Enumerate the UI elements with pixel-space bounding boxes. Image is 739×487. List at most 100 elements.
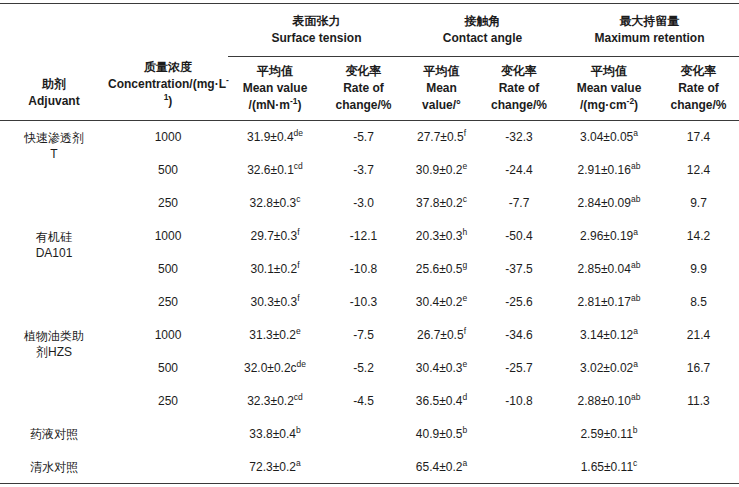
adjuvant-label-line: 药液对照 bbox=[0, 426, 108, 442]
adjuvant-label-line: DA101 bbox=[0, 245, 108, 261]
max-retention-mean-cell: 1.65±0.11c bbox=[560, 451, 658, 484]
table-row: 清水对照72.3±0.2a65.4±0.2a1.65±0.11c bbox=[0, 451, 739, 484]
significance-letter: ab bbox=[631, 392, 640, 402]
contact-angle-mean-cell: 30.4±0.3e bbox=[405, 352, 478, 385]
adjuvant-label-line: T bbox=[0, 146, 108, 162]
results-table: 助剂 Adjuvant 质量浓度 Concentration/(mg·L-1) … bbox=[0, 3, 739, 484]
header-mr-rate: 变化率 Rate of change/% bbox=[658, 57, 739, 121]
adjuvant-label-line: 有机硅 bbox=[0, 229, 108, 245]
surface-tension-rate-cell: -7.5 bbox=[322, 319, 405, 352]
surface-tension-rate-cell: -5.2 bbox=[322, 352, 405, 385]
contact-angle-rate-cell: -37.5 bbox=[478, 253, 560, 286]
significance-letter: f bbox=[297, 260, 299, 270]
contact-angle-rate-cell: -7.7 bbox=[478, 187, 560, 220]
header-contact-angle-cn: 接触角 bbox=[405, 13, 560, 30]
contact-angle-rate-cell: -34.6 bbox=[478, 319, 560, 352]
header-group-row: 助剂 Adjuvant 质量浓度 Concentration/(mg·L-1) … bbox=[0, 4, 739, 57]
significance-letter: a bbox=[296, 458, 301, 468]
contact-angle-mean-cell: 26.7±0.5f bbox=[405, 319, 478, 352]
max-retention-rate-cell: 11.3 bbox=[658, 385, 739, 418]
contact-angle-mean-cell: 30.4±0.2e bbox=[405, 286, 478, 319]
significance-letter: b bbox=[633, 425, 638, 435]
significance-letter: c bbox=[463, 194, 467, 204]
significance-letter: g bbox=[462, 260, 467, 270]
contact-angle-rate-cell bbox=[478, 418, 560, 451]
contact-angle-mean-cell: 20.3±0.3h bbox=[405, 220, 478, 253]
table-row: 植物油类助剂HZS100031.3±0.2e-7.526.7±0.5f-34.6… bbox=[0, 319, 739, 352]
surface-tension-mean-cell: 32.8±0.3c bbox=[228, 187, 322, 220]
significance-letter: ab bbox=[631, 194, 640, 204]
header-adjuvant-en: Adjuvant bbox=[0, 93, 108, 110]
max-retention-mean-cell: 3.02±0.02a bbox=[560, 352, 658, 385]
table-row: 25032.8±0.3c-3.037.8±0.2c-7.72.84±0.09ab… bbox=[0, 187, 739, 220]
header-ca-rate: 变化率 Rate of change/% bbox=[478, 57, 560, 121]
surface-tension-rate-cell: -3.0 bbox=[322, 187, 405, 220]
surface-tension-rate-cell: -4.5 bbox=[322, 385, 405, 418]
max-retention-rate-cell: 14.2 bbox=[658, 220, 739, 253]
contact-angle-rate-cell: -25.6 bbox=[478, 286, 560, 319]
significance-letter: a bbox=[633, 359, 638, 369]
surface-tension-mean-cell: 29.7±0.3f bbox=[228, 220, 322, 253]
contact-angle-mean-cell: 30.9±0.2e bbox=[405, 154, 478, 187]
header-concentration: 质量浓度 Concentration/(mg·L-1) bbox=[108, 4, 228, 121]
max-retention-mean-cell: 3.04±0.05a bbox=[560, 121, 658, 154]
significance-letter: a bbox=[633, 227, 638, 237]
surface-tension-mean-cell: 32.3±0.2cd bbox=[228, 385, 322, 418]
significance-letter: a bbox=[462, 458, 467, 468]
contact-angle-mean-cell: 37.8±0.2c bbox=[405, 187, 478, 220]
contact-angle-mean-cell: 27.7±0.5f bbox=[405, 121, 478, 154]
adjuvant-label-line: 清水对照 bbox=[0, 459, 108, 475]
header-surface-tension-en: Surface tension bbox=[228, 30, 405, 47]
table-row: 50032.0±0.2cde-5.230.4±0.3e-25.73.02±0.0… bbox=[0, 352, 739, 385]
significance-letter: de bbox=[297, 359, 306, 369]
concentration-cell bbox=[108, 451, 228, 484]
contact-angle-rate-cell: -50.4 bbox=[478, 220, 560, 253]
concentration-cell: 500 bbox=[108, 352, 228, 385]
adjuvant-label: 清水对照 bbox=[0, 451, 108, 484]
significance-letter: e bbox=[462, 161, 467, 171]
contact-angle-rate-cell: -32.3 bbox=[478, 121, 560, 154]
table-row: 快速渗透剂T100031.9±0.4de-5.727.7±0.5f-32.33.… bbox=[0, 121, 739, 154]
contact-angle-rate-cell: -10.8 bbox=[478, 385, 560, 418]
contact-angle-mean-cell: 25.6±0.5g bbox=[405, 253, 478, 286]
significance-letter: cd bbox=[294, 161, 303, 171]
concentration-cell: 500 bbox=[108, 154, 228, 187]
contact-angle-mean-cell: 36.5±0.4d bbox=[405, 385, 478, 418]
significance-letter: a bbox=[633, 128, 638, 138]
max-retention-mean-cell: 2.88±0.10ab bbox=[560, 385, 658, 418]
significance-letter: ab bbox=[631, 260, 640, 270]
significance-letter: e bbox=[462, 359, 467, 369]
significance-letter: de bbox=[294, 128, 303, 138]
max-retention-mean-cell: 2.84±0.09ab bbox=[560, 187, 658, 220]
table-header: 助剂 Adjuvant 质量浓度 Concentration/(mg·L-1) … bbox=[0, 4, 739, 121]
header-concentration-en: Concentration/(mg·L-1) bbox=[108, 76, 228, 110]
surface-tension-rate-cell: -10.8 bbox=[322, 253, 405, 286]
max-retention-rate-cell bbox=[658, 451, 739, 484]
surface-tension-mean-cell: 32.6±0.1cd bbox=[228, 154, 322, 187]
max-retention-rate-cell bbox=[658, 418, 739, 451]
max-retention-mean-cell: 2.81±0.17ab bbox=[560, 286, 658, 319]
contact-angle-rate-cell: -25.7 bbox=[478, 352, 560, 385]
concentration-cell: 250 bbox=[108, 385, 228, 418]
significance-letter: ab bbox=[631, 161, 640, 171]
header-ca-mean: 平均值 Mean value/° bbox=[405, 57, 478, 121]
surface-tension-mean-cell: 72.3±0.2a bbox=[228, 451, 322, 484]
max-retention-rate-cell: 17.4 bbox=[658, 121, 739, 154]
table-row: 50032.6±0.1cd-3.730.9±0.2e-24.42.91±0.16… bbox=[0, 154, 739, 187]
max-retention-rate-cell: 8.5 bbox=[658, 286, 739, 319]
header-adjuvant-cn: 助剂 bbox=[0, 76, 108, 93]
header-mr-mean: 平均值 Mean value /(mg·cm-2) bbox=[560, 57, 658, 121]
adjuvant-label: 有机硅DA101 bbox=[0, 220, 108, 319]
surface-tension-rate-cell bbox=[322, 418, 405, 451]
significance-letter: c bbox=[296, 194, 300, 204]
header-st-mean: 平均值 Mean value /(mN·m-1) bbox=[228, 57, 322, 121]
max-retention-mean-cell: 3.14±0.12a bbox=[560, 319, 658, 352]
concentration-cell: 1000 bbox=[108, 121, 228, 154]
header-surface-tension-cn: 表面张力 bbox=[228, 13, 405, 30]
significance-letter: e bbox=[462, 293, 467, 303]
surface-tension-mean-cell: 31.3±0.2e bbox=[228, 319, 322, 352]
significance-letter: d bbox=[462, 392, 467, 402]
table-row: 药液对照33.8±0.4b40.9±0.5b2.59±0.11b bbox=[0, 418, 739, 451]
concentration-cell: 250 bbox=[108, 286, 228, 319]
significance-letter: f bbox=[297, 293, 299, 303]
